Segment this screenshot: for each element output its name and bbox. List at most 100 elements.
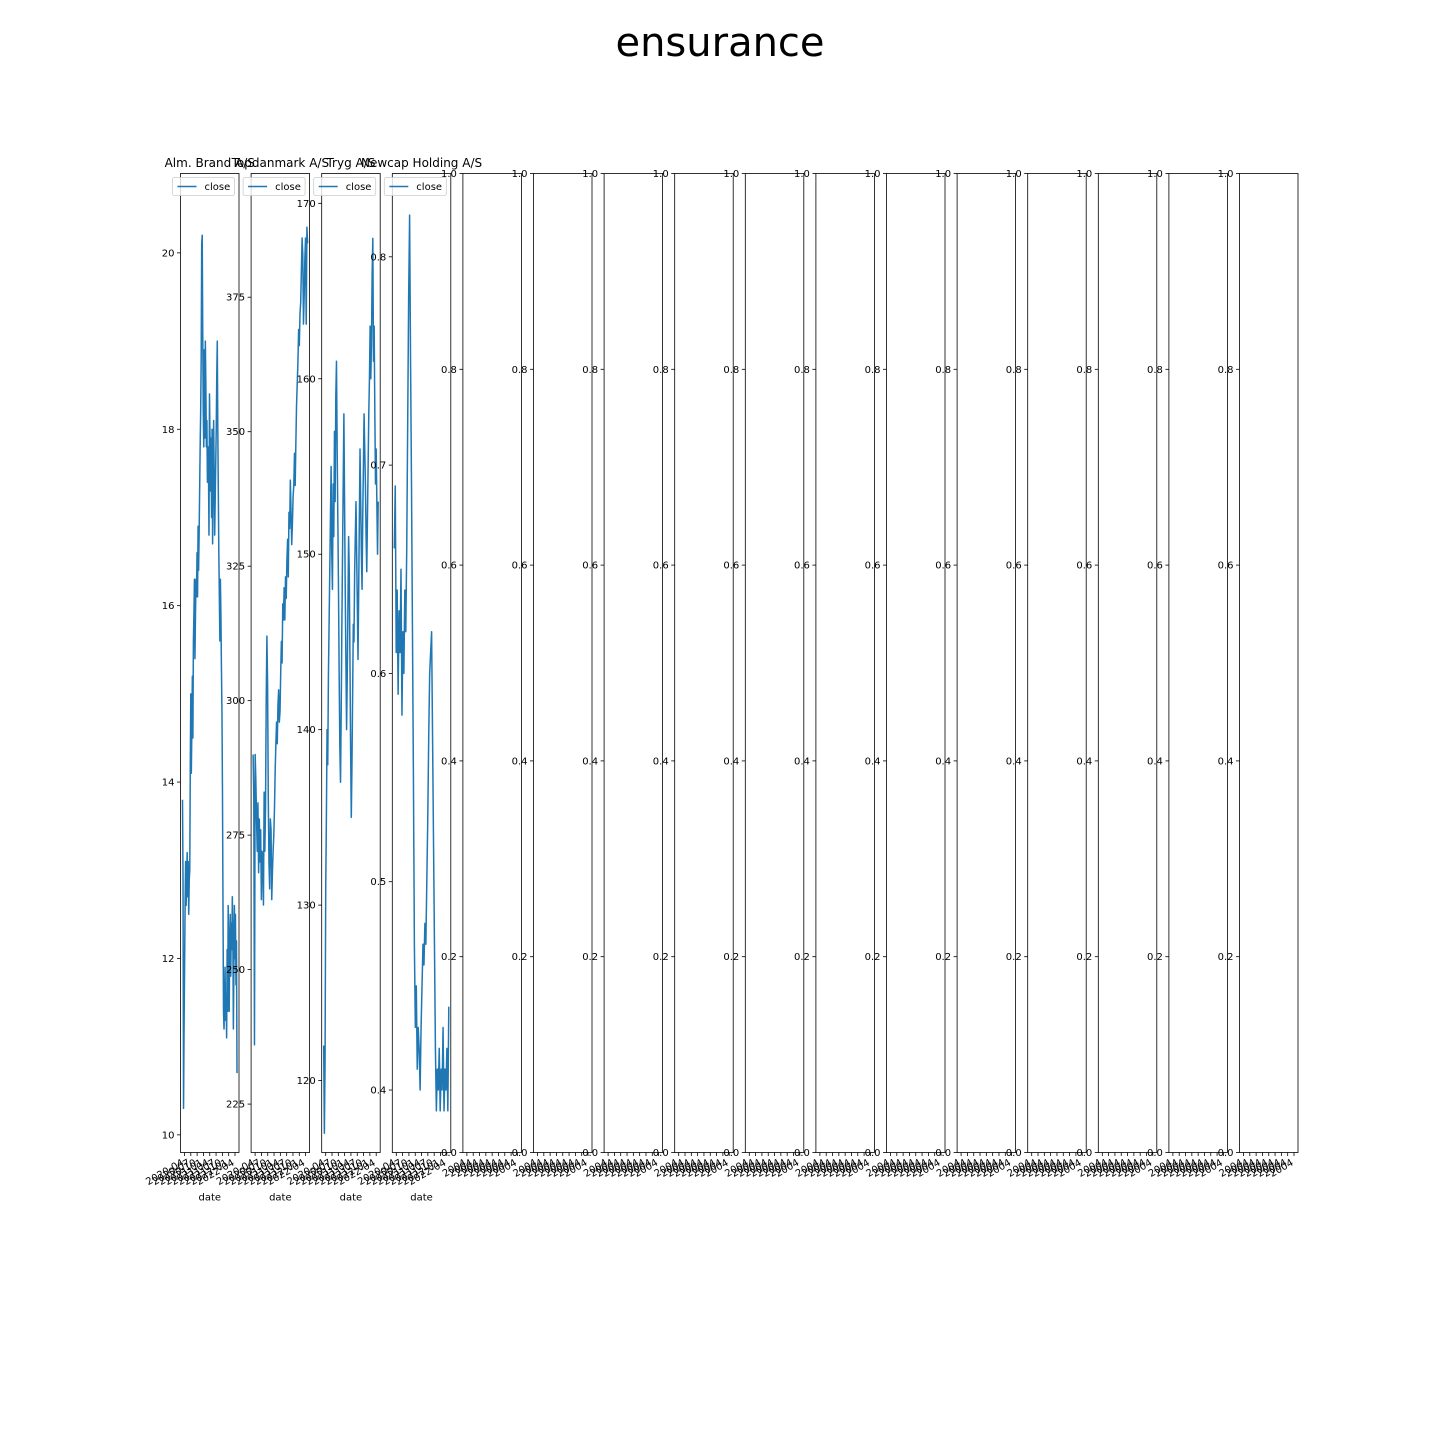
legend-label: close bbox=[346, 182, 372, 193]
subplot-4: 0.40.50.60.70.82020-042020-072020-102021… bbox=[356, 173, 452, 1204]
y-tick-label: 1.0 bbox=[653, 169, 669, 180]
series-line-1 bbox=[252, 226, 309, 1046]
y-tick-label: 1.0 bbox=[512, 169, 528, 180]
y-tick-label: 20 bbox=[162, 248, 175, 259]
y-tick-label: 0.4 bbox=[723, 756, 739, 767]
y-tick-label: 0.0 bbox=[653, 1148, 669, 1159]
y-tick-label: 275 bbox=[226, 831, 245, 842]
y-tick-label: 0.6 bbox=[441, 561, 457, 572]
y-tick-label: 0.0 bbox=[794, 1148, 810, 1159]
subplot-2: 2252502753003253503752020-042020-072020-… bbox=[215, 173, 311, 1204]
y-tick-label: 0.2 bbox=[1218, 952, 1234, 963]
y-tick-label: 1.0 bbox=[935, 169, 951, 180]
y-tick-label: 0.4 bbox=[935, 756, 951, 767]
axes-frame bbox=[956, 173, 1016, 1153]
legend: close bbox=[172, 177, 235, 196]
y-tick-label: 0.6 bbox=[653, 561, 669, 572]
legend-box bbox=[172, 177, 235, 196]
axes-frame bbox=[674, 173, 734, 1153]
x-axis-label: date bbox=[410, 1193, 433, 1204]
y-tick-label: 0.6 bbox=[512, 561, 528, 572]
y-tick-label: 0.8 bbox=[1006, 365, 1022, 376]
legend: close bbox=[383, 177, 447, 196]
y-tick-label: 0.6 bbox=[1147, 561, 1163, 572]
y-tick-label: 0.0 bbox=[865, 1148, 881, 1159]
y-tick-label: 0.8 bbox=[1076, 365, 1092, 376]
y-tick-label: 0.6 bbox=[794, 561, 810, 572]
y-tick-label: 0.2 bbox=[512, 952, 528, 963]
y-tick-label: 0.6 bbox=[370, 669, 386, 680]
y-tick-label: 0.6 bbox=[1218, 561, 1234, 572]
y-tick-label: 0.8 bbox=[653, 365, 669, 376]
y-tick-label: 300 bbox=[226, 696, 245, 707]
y-tick-label: 325 bbox=[226, 562, 245, 573]
y-tick-label: 0.2 bbox=[794, 952, 810, 963]
subplot-title: Tryg A/S bbox=[325, 156, 375, 170]
y-tick-label: 0.4 bbox=[1147, 756, 1163, 767]
y-tick-label: 10 bbox=[162, 1130, 175, 1141]
subplot-11: 0.00.20.40.60.81.02004200420042004200420… bbox=[864, 169, 946, 1180]
y-tick-label: 16 bbox=[162, 601, 175, 612]
y-tick-label: 0.8 bbox=[865, 365, 881, 376]
y-tick-label: 1.0 bbox=[723, 169, 739, 180]
y-tick-label: 1.0 bbox=[582, 169, 598, 180]
y-tick-label: 0.7 bbox=[370, 461, 386, 472]
axes-frame bbox=[1239, 173, 1299, 1153]
axes-frame bbox=[815, 173, 875, 1153]
legend-box bbox=[242, 177, 306, 196]
y-tick-label: 0.8 bbox=[794, 365, 810, 376]
axes-frame bbox=[1027, 173, 1087, 1153]
y-tick-label: 0.8 bbox=[935, 365, 951, 376]
y-tick-label: 1.0 bbox=[1147, 169, 1163, 180]
y-tick-label: 0.4 bbox=[582, 756, 598, 767]
y-tick-label: 0.8 bbox=[1218, 365, 1234, 376]
subplot-title: Topdanmark A/S bbox=[231, 156, 329, 170]
y-tick-label: 0.6 bbox=[582, 561, 598, 572]
y-tick-label: 0.2 bbox=[935, 952, 951, 963]
legend-label: close bbox=[275, 182, 301, 193]
subplot-12: 0.00.20.40.60.81.02004200420042004200420… bbox=[935, 169, 1016, 1180]
y-tick-label: 170 bbox=[297, 199, 316, 210]
subplot-9: 0.00.20.40.60.81.02004200420042004200420… bbox=[723, 169, 805, 1180]
y-tick-label: 120 bbox=[297, 1076, 316, 1087]
axes-frame bbox=[886, 173, 946, 1153]
y-tick-label: 0.2 bbox=[1147, 952, 1163, 963]
y-tick-label: 0.6 bbox=[723, 561, 739, 572]
series-line-1 bbox=[322, 237, 379, 1134]
y-tick-label: 1.0 bbox=[865, 169, 881, 180]
y-tick-label: 0.4 bbox=[1006, 756, 1022, 767]
subplot-13: 0.00.20.40.60.81.02004200420042004200420… bbox=[1006, 169, 1087, 1180]
axes-frame bbox=[180, 173, 240, 1153]
y-tick-label: 250 bbox=[226, 965, 245, 976]
y-tick-label: 0.2 bbox=[441, 952, 457, 963]
y-tick-label: 0.2 bbox=[1076, 952, 1092, 963]
axes-frame bbox=[744, 173, 805, 1153]
y-tick-label: 1.0 bbox=[1006, 169, 1022, 180]
subplot-8: 0.00.20.40.60.81.02004200420042004200420… bbox=[653, 169, 734, 1180]
subplot-15: 0.00.20.40.60.81.02004200420042004200420… bbox=[1147, 169, 1228, 1180]
y-tick-label: 0.0 bbox=[1006, 1148, 1022, 1159]
subplot-title: Newcap Holding A/S bbox=[361, 156, 482, 170]
legend-label: close bbox=[416, 182, 442, 193]
y-tick-label: 0.0 bbox=[723, 1148, 739, 1159]
legend-box bbox=[313, 177, 377, 196]
axes-frame bbox=[462, 173, 522, 1153]
y-tick-label: 0.6 bbox=[865, 561, 881, 572]
y-tick-label: 1.0 bbox=[1218, 169, 1234, 180]
y-tick-label: 0.8 bbox=[723, 365, 739, 376]
y-tick-label: 0.4 bbox=[794, 756, 810, 767]
y-tick-label: 0.4 bbox=[1076, 756, 1092, 767]
y-tick-label: 0.6 bbox=[935, 561, 951, 572]
y-tick-label: 140 bbox=[297, 725, 316, 736]
subplot-16: 0.00.20.40.60.81.02004200420042004200420… bbox=[1217, 169, 1299, 1180]
y-tick-label: 0.4 bbox=[1218, 756, 1234, 767]
legend-box bbox=[383, 177, 447, 196]
axes-frame bbox=[1168, 173, 1228, 1153]
subplot-5: 0.00.20.40.60.81.02004200420042004200420… bbox=[441, 169, 522, 1180]
subplot-7: 0.00.20.40.60.81.02004200420042004200420… bbox=[582, 169, 663, 1180]
y-tick-label: 0.0 bbox=[512, 1148, 528, 1159]
subplot-6: 0.00.20.40.60.81.02004200420042004200420… bbox=[511, 169, 593, 1180]
y-tick-label: 0.4 bbox=[512, 756, 528, 767]
legend: close bbox=[242, 177, 306, 196]
y-tick-label: 0.8 bbox=[582, 365, 598, 376]
